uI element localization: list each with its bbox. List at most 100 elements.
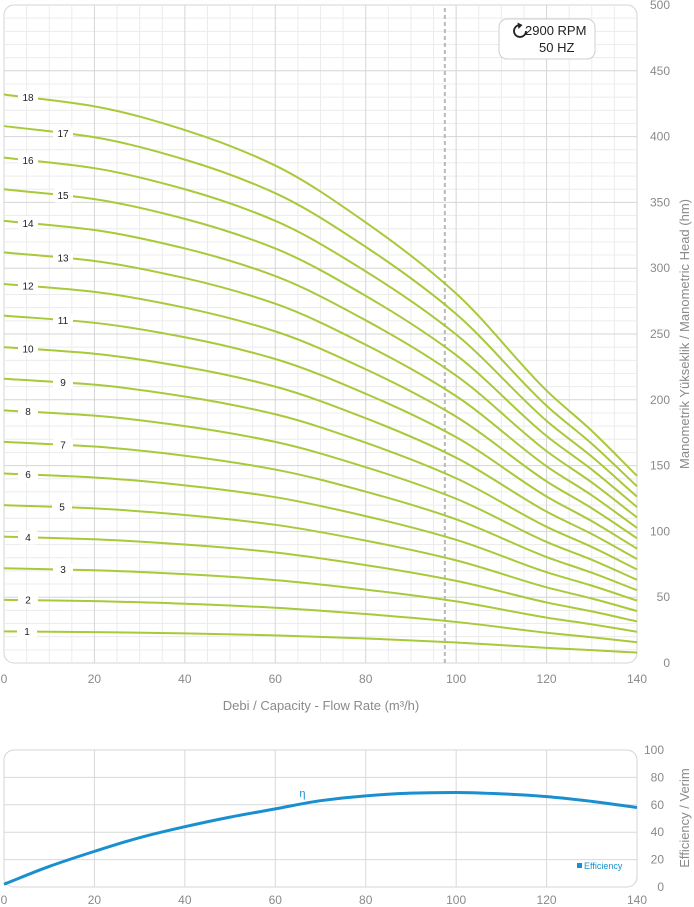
head-curve-stage-17 (3, 125, 638, 487)
rpm-text: 2900 RPM (525, 23, 586, 38)
efficiency-y-ticks: 0 20 40 60 80 100 (644, 743, 664, 894)
head-curve-stage-6 (3, 472, 638, 602)
stage-label: 17 (57, 129, 69, 140)
x-tick-label: 0 (1, 893, 8, 907)
x-tick-label: 120 (537, 893, 557, 907)
head-curve-stage-7 (3, 440, 638, 592)
head-curve-stage-15 (3, 188, 638, 508)
stage-label: 2 (25, 596, 31, 607)
efficiency-curve (3, 790, 638, 886)
stage-label-bg (18, 530, 38, 545)
legend-label: Efficiency (584, 861, 623, 871)
head-curve-stage-2 (3, 598, 638, 644)
x-tick-label: 40 (178, 672, 192, 686)
speed-note: 2900 RPM 50 HZ (498, 18, 596, 60)
head-curve-stage-18 (3, 93, 638, 477)
head-curve-stage-12 (3, 282, 638, 540)
eta-label: η (299, 788, 305, 800)
efficiency-curve-group (3, 790, 638, 886)
stage-label-bg (53, 126, 73, 141)
legend-swatch (577, 863, 582, 868)
x-tick-label: 60 (269, 672, 283, 686)
head-curve-stage-4 (3, 535, 638, 623)
head-curves (3, 93, 638, 654)
x-tick-label: 20 (88, 672, 102, 686)
head-curve-stage-10 (3, 346, 638, 560)
stage-label-bg (18, 341, 38, 356)
stage-label: 12 (22, 282, 34, 293)
x-tick-label: 80 (359, 672, 373, 686)
stage-label-bg (18, 153, 38, 168)
stage-label-bg (18, 216, 38, 231)
stage-label-bg (17, 624, 37, 639)
stage-label: 6 (25, 470, 31, 481)
stage-label-bg (18, 404, 38, 419)
y-tick-label: 450 (650, 64, 670, 78)
efficiency-grid (4, 750, 637, 887)
y-tick-label: 20 (651, 853, 665, 867)
x-tick-label: 40 (178, 893, 192, 907)
x-tick-label: 140 (627, 893, 647, 907)
y-tick-label: 0 (657, 880, 664, 894)
stage-label-bg (18, 90, 38, 105)
head-y-axis-title: Manometrik Yükseklik / Manometric Head (… (677, 199, 692, 469)
head-curve-stage-14 (3, 219, 638, 519)
stage-label: 10 (22, 344, 34, 355)
stage-label-bg (53, 313, 73, 328)
head-curve-stage-5 (3, 504, 638, 612)
x-tick-label: 0 (1, 672, 8, 686)
head-major-grid (4, 5, 637, 663)
y-tick-label: 40 (651, 825, 665, 839)
head-curve-stage-11 (3, 314, 638, 550)
stage-label: 4 (25, 533, 31, 544)
y-tick-label: 500 (650, 0, 670, 12)
stage-label: 15 (57, 191, 69, 202)
x-tick-label: 20 (88, 893, 102, 907)
head-y-ticks: 0 50 100 150 200 250 300 350 400 450 500 (650, 0, 670, 670)
efficiency-chart: η 0 20 40 60 80 100 120 140 0 20 40 60 80 100 Effici… (1, 743, 692, 907)
stage-label: 9 (60, 378, 66, 389)
stage-label-bg (18, 467, 38, 482)
stage-label-bg (53, 188, 73, 203)
frequency-text: 50 HZ (539, 40, 574, 55)
rotation-icon (513, 22, 527, 38)
head-curve-stage-9 (3, 377, 638, 571)
x-tick-label: 100 (446, 672, 466, 686)
stage-label-bg (18, 279, 38, 294)
x-tick-label: 100 (446, 893, 466, 907)
stage-label: 1 (24, 627, 30, 638)
stage-label: 7 (60, 440, 66, 451)
y-tick-label: 400 (650, 130, 670, 144)
y-tick-label: 300 (650, 261, 670, 275)
efficiency-y-axis-title: Efficiency / Verim (677, 768, 692, 867)
y-tick-label: 100 (650, 524, 670, 538)
y-tick-label: 80 (651, 770, 665, 784)
stage-label-bg (53, 375, 73, 390)
stage-label: 16 (22, 156, 34, 167)
stage-label: 18 (22, 93, 34, 104)
stage-label: 11 (58, 316, 69, 327)
x-tick-label: 80 (359, 893, 373, 907)
x-tick-label: 140 (627, 672, 647, 686)
head-curve-stage-8 (3, 409, 638, 581)
stage-label-bg (53, 250, 73, 265)
efficiency-x-ticks: 0 20 40 60 80 100 120 140 (1, 893, 648, 907)
y-tick-label: 0 (663, 656, 670, 670)
stage-label-bg (52, 500, 72, 515)
head-curve-stage-1 (3, 630, 638, 654)
head-curve-stage-13 (3, 251, 638, 529)
stage-label-bg (18, 593, 38, 608)
y-tick-label: 200 (650, 393, 670, 407)
efficiency-legend: Efficiency (577, 861, 623, 871)
head-curve-stage-16 (3, 156, 638, 498)
stage-label-bg (53, 437, 73, 452)
head-curve-stage-3 (3, 567, 638, 633)
x-axis-title: Debi / Capacity - Flow Rate (m³/h) (223, 698, 420, 713)
y-tick-label: 50 (657, 590, 671, 604)
y-tick-label: 350 (650, 195, 670, 209)
stage-label: 14 (22, 219, 34, 230)
stage-label: 5 (59, 503, 65, 514)
